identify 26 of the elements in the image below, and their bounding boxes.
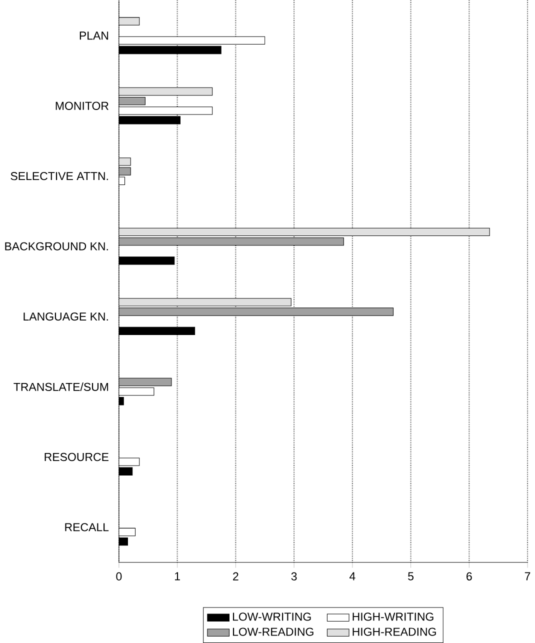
x-tick-label: 3 — [291, 572, 297, 580]
y-tick-label: PLAN — [80, 32, 108, 40]
bar — [118, 87, 213, 96]
y-tick-label: LANGUAGE KN. — [24, 312, 108, 321]
bar — [118, 308, 394, 316]
x-tick-label: 4 — [349, 572, 356, 580]
y-tick-label: SELECTIVE ATTN. — [10, 172, 108, 180]
legend-label: LOW-WRITING — [232, 612, 311, 621]
y-tick-label: RESOURCE — [44, 452, 108, 462]
bar — [118, 298, 292, 306]
x-tick-label: 5 — [408, 572, 414, 580]
y-tick-label: BACKGROUND KN. — [5, 242, 108, 250]
x-tick-label: 0 — [116, 572, 122, 580]
legend-label: HIGH-READING — [352, 628, 436, 636]
legend-label: LOW-READING — [232, 628, 314, 636]
legend-label: HIGH-WRITING — [352, 612, 434, 621]
x-tick-label: 6 — [466, 572, 472, 580]
x-tick-label: 2 — [233, 572, 238, 580]
y-tick-label: MONITOR — [56, 102, 108, 110]
x-tick-label: 1 — [174, 572, 180, 580]
y-tick-label: RECALL — [65, 523, 109, 532]
bar — [118, 378, 172, 386]
y-tick-label: TRANSLATE/SUM — [14, 382, 108, 391]
x-tick-label: 7 — [524, 572, 530, 580]
bar — [118, 228, 490, 236]
bar — [118, 237, 344, 246]
